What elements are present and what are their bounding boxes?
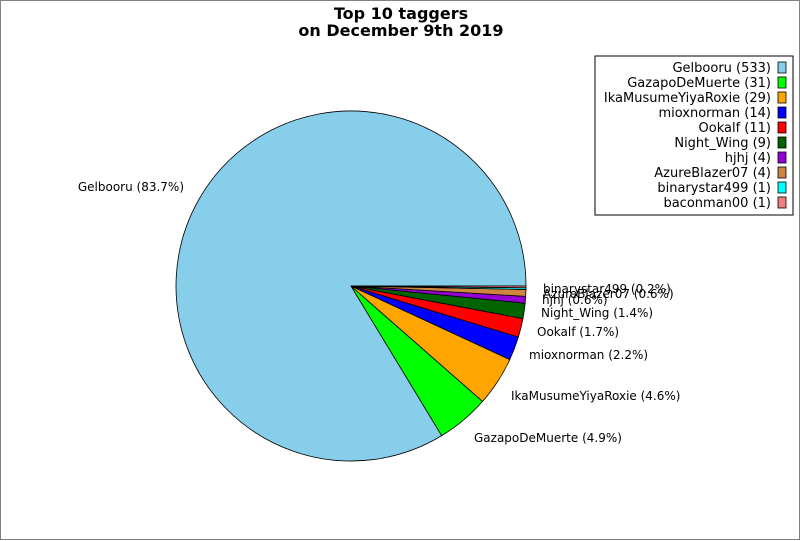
legend-label-ookalf: Ookalf (11) bbox=[699, 121, 771, 136]
legend-swatch-mioxnorman bbox=[777, 106, 787, 119]
pie-slices bbox=[175, 110, 527, 462]
slice-label-hjhj: hjhj (0.6%) bbox=[542, 293, 608, 307]
legend-swatch-ikamusumeyiyaroxie bbox=[777, 91, 787, 104]
legend-swatch-gazapodemuerte bbox=[777, 76, 787, 89]
pie-slice-baconman00 bbox=[350, 285, 527, 289]
legend-swatch-binarystar499 bbox=[777, 181, 787, 194]
legend-label-azureblazer07: AzureBlazer07 (4) bbox=[654, 166, 771, 181]
legend-label-gelbooru: Gelbooru (533) bbox=[672, 61, 771, 76]
legend-swatch-azureblazer07 bbox=[777, 166, 787, 179]
legend: Gelbooru (533)GazapoDeMuerte (31)IkaMusu… bbox=[594, 55, 794, 216]
chart-subtitle: on December 9th 2019 bbox=[298, 21, 503, 40]
legend-swatch-ookalf bbox=[777, 121, 787, 134]
slice-label-binarystar499: binarystar499 (0.2%) bbox=[543, 282, 671, 296]
slice-label-ikamusumeyiyaroxie: IkaMusumeYiyaRoxie (4.6%) bbox=[511, 389, 680, 403]
slice-label-night-wing: Night_Wing (1.4%) bbox=[541, 306, 653, 320]
legend-swatch-hjhj bbox=[777, 151, 787, 164]
legend-swatch-gelbooru bbox=[777, 61, 787, 74]
legend-label-ikamusumeyiyaroxie: IkaMusumeYiyaRoxie (29) bbox=[604, 91, 771, 106]
slice-label-ookalf: Ookalf (1.7%) bbox=[537, 325, 619, 339]
legend-label-mioxnorman: mioxnorman (14) bbox=[658, 106, 771, 121]
slice-label-gazapodemuerte: GazapoDeMuerte (4.9%) bbox=[474, 431, 622, 445]
slice-labels: Gelbooru (83.7%) GazapoDeMuerte (4.9%) Ika… bbox=[78, 180, 681, 445]
legend-box bbox=[594, 55, 794, 216]
legend-label-hjhj: hjhj (4) bbox=[725, 151, 771, 166]
slice-label-azureblazer07: AzureBlazer07 (0.6%) bbox=[543, 287, 674, 301]
legend-swatch-night-wing bbox=[777, 136, 787, 149]
slice-label-gelbooru: Gelbooru (83.7%) bbox=[78, 180, 184, 194]
legend-label-gazapodemuerte: GazapoDeMuerte (31) bbox=[627, 76, 771, 91]
chart-title: Top 10 taggers bbox=[334, 4, 468, 23]
legend-label-night-wing: Night_Wing (9) bbox=[674, 136, 771, 151]
legend-swatch-baconman00 bbox=[777, 196, 787, 209]
legend-label-baconman00: baconman00 (1) bbox=[663, 196, 771, 211]
slice-label-mioxnorman: mioxnorman (2.2%) bbox=[529, 348, 648, 362]
legend-label-binarystar499: binarystar499 (1) bbox=[657, 181, 771, 196]
